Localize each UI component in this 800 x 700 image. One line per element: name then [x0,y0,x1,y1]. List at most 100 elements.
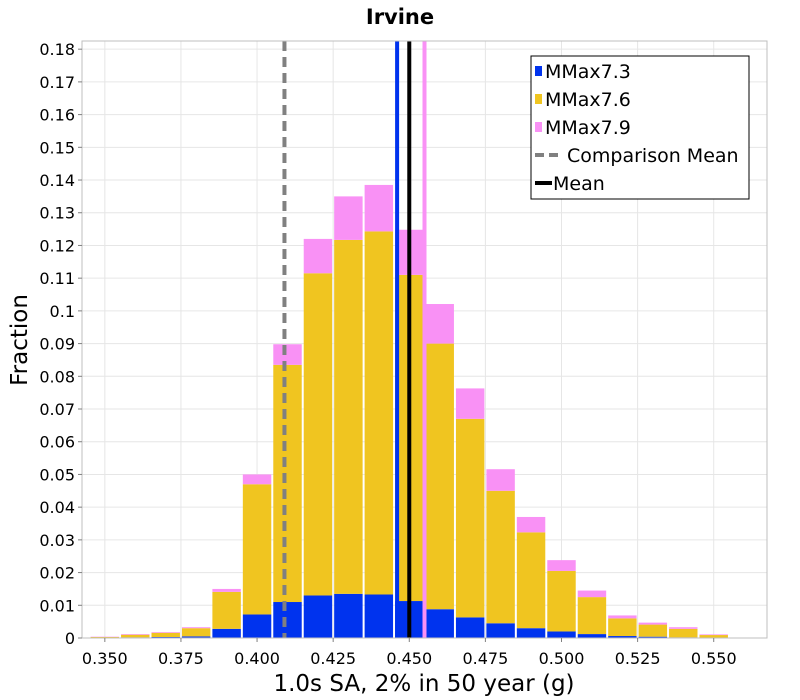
x-tick-label: 0.475 [462,649,508,668]
bar-mmax7-9 [486,469,515,491]
bar-mmax7-9 [303,238,333,274]
bar-mmax7-3 [516,628,546,638]
bar-mmax7-6 [121,634,150,638]
bar-mmax7-6 [303,273,333,596]
y-tick-label: 0.15 [39,138,75,157]
bar-mmax7-6 [699,635,728,638]
bar-mmax7-3 [547,631,576,638]
bar-mmax7-6 [334,239,363,594]
bar-mmax7-9 [699,634,728,636]
y-tick-label: 0.05 [39,465,75,484]
y-tick-label: 0.02 [39,564,75,583]
bar-mmax7-6 [181,628,211,637]
y-tick-label: 0.04 [39,498,75,517]
bar-mmax7-6 [486,490,515,624]
bar-mmax7-6 [669,628,698,638]
bar-mmax7-9 [364,184,394,232]
bar-mmax7-9 [273,344,302,365]
y-tick-label: 0.16 [39,106,75,125]
y-tick-label: 0.11 [39,269,75,288]
bar-mmax7-9 [151,632,180,633]
x-axis-label: 1.0s SA, 2% in 50 year (g) [273,671,574,697]
bar-mmax7-9 [181,627,211,629]
bar-mmax7-3 [181,636,211,638]
bar-mmax7-9 [669,627,698,629]
legend-label-mean: Mean [553,173,605,195]
plot-area-frame [81,40,768,639]
bar-mmax7-6 [577,597,607,635]
y-tick-label: 0.1 [50,302,75,321]
y-tick-label: 0.03 [39,531,75,550]
y-tick-label: 0.13 [39,204,75,223]
bar-mmax7-3 [212,628,241,638]
legend-label-comparison-mean: Comparison Mean [567,145,739,167]
bars [90,184,759,638]
bar-mmax7-6 [608,618,637,637]
y-tick-label: 0.17 [39,73,75,92]
bar-mmax7-9 [638,622,668,625]
bar-mmax7-6 [455,418,485,618]
legend-box [530,55,750,200]
bar-mmax7-9 [516,516,546,533]
bar-mmax7-3 [577,634,607,638]
bar-mmax7-9 [212,588,241,592]
chart-title: Irvine [366,5,434,29]
y-tick-label: 0.08 [39,367,75,386]
bar-mmax7-9 [547,560,576,571]
x-tick-label: 0.350 [82,649,128,668]
legend-swatch-mmax76 [535,94,542,104]
y-tick-label: 0.09 [39,335,75,354]
bar-mmax7-9 [455,388,485,419]
bar-mmax7-6 [273,364,302,603]
bar-mmax7-3 [608,636,637,638]
y-tick-label: 0.12 [39,236,75,255]
bar-mmax7-6 [638,624,668,637]
bar-mmax7-9 [334,196,363,240]
bar-mmax7-3 [334,593,363,638]
legend-swatch-mmax73 [535,66,542,76]
y-tick-label: 0.18 [39,40,75,59]
bar-mmax7-3 [303,595,333,638]
legend-label-mmax79: MMax7.9 [545,117,631,139]
bar-mmax7-6 [516,532,546,629]
bar-mmax7-6 [364,231,394,595]
bar-mmax7-3 [638,636,668,638]
bar-mmax7-9 [608,615,637,619]
bar-mmax7-6 [151,632,180,638]
legend-swatch-mmax79 [535,122,542,132]
bar-mmax7-3 [242,614,272,638]
y-tick-label: 0 [65,629,75,648]
x-tick-label: 0.500 [539,649,585,668]
bar-mmax7-9 [577,590,607,598]
y-tick-label: 0.14 [39,171,75,190]
bar-mmax7-6 [242,484,272,615]
x-tick-label: 0.425 [310,649,356,668]
bar-mmax7-3 [486,623,515,638]
bar-mmax7-3 [273,602,302,638]
x-tick-label: 0.550 [691,649,737,668]
bar-mmax7-9 [121,634,150,635]
y-tick-label: 0.06 [39,433,75,452]
bar-mmax7-3 [455,617,485,638]
bar-mmax7-6 [547,570,576,632]
x-axis-ticks: 0.350 0.375 0.400 0.425 0.450 0.475 0.500 0.525… [82,638,737,668]
legend: MMax7.3 MMax7.6 MMax7.9 Comparison Mean … [530,55,750,200]
bar-mmax7-3 [425,609,454,638]
x-tick-label: 0.525 [615,649,661,668]
legend-label-mmax73: MMax7.3 [545,61,631,83]
bar-mmax7-6 [425,343,454,610]
bar-mmax7-6 [212,591,241,629]
reference-lines [282,41,427,638]
x-tick-label: 0.450 [386,649,432,668]
legend-label-mmax76: MMax7.6 [545,89,631,111]
bar-mmax7-6 [90,637,120,638]
y-tick-label: 0.01 [39,596,75,615]
bar-mmax7-3 [364,594,394,638]
y-axis-label: Fraction [7,294,33,386]
x-tick-label: 0.400 [234,649,280,668]
bar-mmax7-9 [242,474,272,485]
y-axis-ticks: 0 0.01 0.02 0.03 0.04 0.05 0.06 0.07 0.08 0.09 0.1… [39,40,82,648]
x-tick-label: 0.375 [158,649,204,668]
bar-mmax7-9 [425,304,454,344]
